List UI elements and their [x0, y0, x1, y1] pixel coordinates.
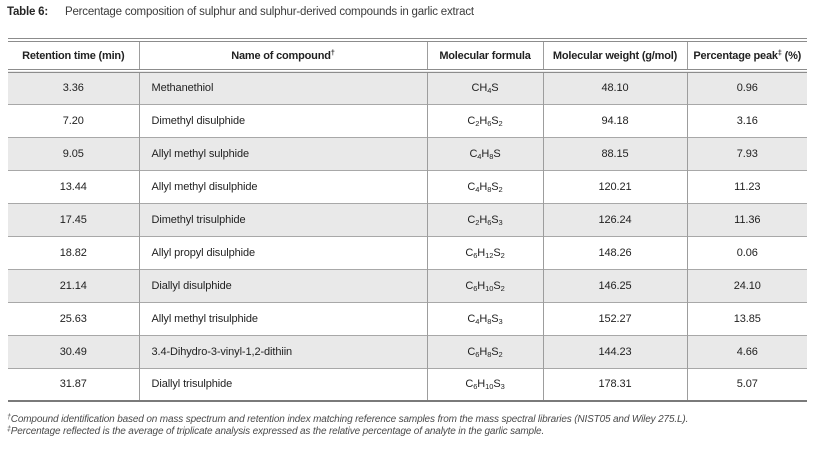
cell-percentage-peak: 0.96 [687, 70, 807, 104]
footnotes: †Compound identification based on mass s… [7, 414, 807, 438]
cell-retention-time: 7.20 [8, 103, 140, 137]
table-row: 25.63 Allyl methyl trisulphide C4H8S3 152.2… [8, 301, 807, 335]
table-header: Retention time (min) Name of compound† M… [8, 40, 807, 73]
table-row: 18.82 Allyl propyl disulphide C6H12S2 148.2… [8, 235, 807, 269]
column-header-retention-time: Retention time (min) [8, 40, 140, 73]
cell-retention-time: 18.82 [8, 235, 140, 269]
table-number-label: Table 6: [7, 6, 49, 18]
cell-percentage-peak: 4.66 [687, 334, 807, 368]
cell-percentage-peak: 13.85 [687, 301, 807, 335]
cell-percentage-peak: 24.10 [687, 268, 807, 302]
column-header-molecular-formula: Molecular formula [427, 40, 544, 73]
cell-retention-time: 9.05 [8, 136, 140, 170]
table-caption: Table 6: Percentage composition of sulph… [0, 0, 815, 19]
table-row: 7.20 Dimethyl disulphide C2H6S2 94.18 3.16 [8, 103, 807, 137]
column-header-compound-name: Name of compound† [139, 40, 428, 73]
cell-compound-name: Allyl propyl disulphide [139, 235, 428, 269]
cell-molecular-formula: CH4S [427, 70, 544, 104]
cell-retention-time: 3.36 [8, 70, 140, 104]
table-row: 3.36 Methanethiol CH4S 48.10 0.96 [8, 70, 807, 104]
cell-molecular-weight: 120.21 [543, 169, 688, 203]
table-row: 9.05 Allyl methyl sulphide C4H8S 88.15 7.93 [8, 136, 807, 170]
cell-compound-name: Dimethyl disulphide [139, 103, 428, 137]
table-row: 30.49 3.4-Dihydro-3-vinyl-1,2-dithiin C6H8… [8, 334, 807, 368]
cell-retention-time: 21.14 [8, 268, 140, 302]
table-row: 31.87 Diallyl trisulphide C6H10S3 178.31 5.0… [8, 367, 807, 401]
cell-molecular-formula: C4H8S2 [427, 169, 544, 203]
table-header-row: Retention time (min) Name of compound† M… [8, 40, 807, 73]
cell-molecular-weight: 48.10 [543, 70, 688, 104]
cell-retention-time: 25.63 [8, 301, 140, 335]
compound-data-table: Retention time (min) Name of compound† M… [8, 38, 807, 402]
cell-percentage-peak: 5.07 [687, 367, 807, 401]
cell-molecular-weight: 148.26 [543, 235, 688, 269]
cell-compound-name: Allyl methyl trisulphide [139, 301, 428, 335]
cell-compound-name: Methanethiol [139, 70, 428, 104]
cell-retention-time: 31.87 [8, 367, 140, 401]
cell-molecular-weight: 94.18 [543, 103, 688, 137]
cell-molecular-formula: C2H6S3 [427, 202, 544, 236]
cell-retention-time: 13.44 [8, 169, 140, 203]
cell-retention-time: 30.49 [8, 334, 140, 368]
cell-molecular-weight: 144.23 [543, 334, 688, 368]
table-row: 21.14 Diallyl disulphide C6H10S2 146.25 24.1… [8, 268, 807, 302]
cell-percentage-peak: 11.23 [687, 169, 807, 203]
cell-molecular-formula: C4H8S3 [427, 301, 544, 335]
cell-compound-name: Diallyl trisulphide [139, 367, 428, 401]
cell-molecular-formula: C6H8S2 [427, 334, 544, 368]
table-container: Retention time (min) Name of compound† M… [8, 38, 807, 402]
cell-compound-name: Diallyl disulphide [139, 268, 428, 302]
footnote-compound-identification: †Compound identification based on mass s… [7, 414, 689, 425]
cell-retention-time: 17.45 [8, 202, 140, 236]
cell-molecular-weight: 152.27 [543, 301, 688, 335]
column-header-molecular-weight: Molecular weight (g/mol) [543, 40, 688, 73]
cell-percentage-peak: 0.06 [687, 235, 807, 269]
cell-molecular-weight: 178.31 [543, 367, 688, 401]
cell-molecular-formula: C4H8S [427, 136, 544, 170]
cell-compound-name: Dimethyl trisulphide [139, 202, 428, 236]
table-body: 3.36 Methanethiol CH4S 48.10 0.96 7.20 Dimethy… [8, 70, 807, 401]
cell-compound-name: Allyl methyl disulphide [139, 169, 428, 203]
cell-compound-name: 3.4-Dihydro-3-vinyl-1,2-dithiin [139, 334, 428, 368]
table-row: 17.45 Dimethyl trisulphide C2H6S3 126.24 11.… [8, 202, 807, 236]
cell-percentage-peak: 7.93 [687, 136, 807, 170]
cell-molecular-formula: C6H12S2 [427, 235, 544, 269]
cell-molecular-formula: C6H10S2 [427, 268, 544, 302]
table-row: 13.44 Allyl methyl disulphide C4H8S2 120.21… [8, 169, 807, 203]
cell-molecular-formula: C2H6S2 [427, 103, 544, 137]
cell-compound-name: Allyl methyl sulphide [139, 136, 428, 170]
cell-percentage-peak: 3.16 [687, 103, 807, 137]
column-header-percentage-peak: Percentage peak‡ (%) [687, 40, 807, 73]
cell-molecular-weight: 146.25 [543, 268, 688, 302]
cell-molecular-weight: 88.15 [543, 136, 688, 170]
footnote-percentage-method: ‡Percentage reflected is the average of … [7, 426, 545, 437]
table-caption-text: Percentage composition of sulphur and su… [65, 6, 474, 18]
cell-percentage-peak: 11.36 [687, 202, 807, 236]
cell-molecular-weight: 126.24 [543, 202, 688, 236]
cell-molecular-formula: C6H10S3 [427, 367, 544, 401]
